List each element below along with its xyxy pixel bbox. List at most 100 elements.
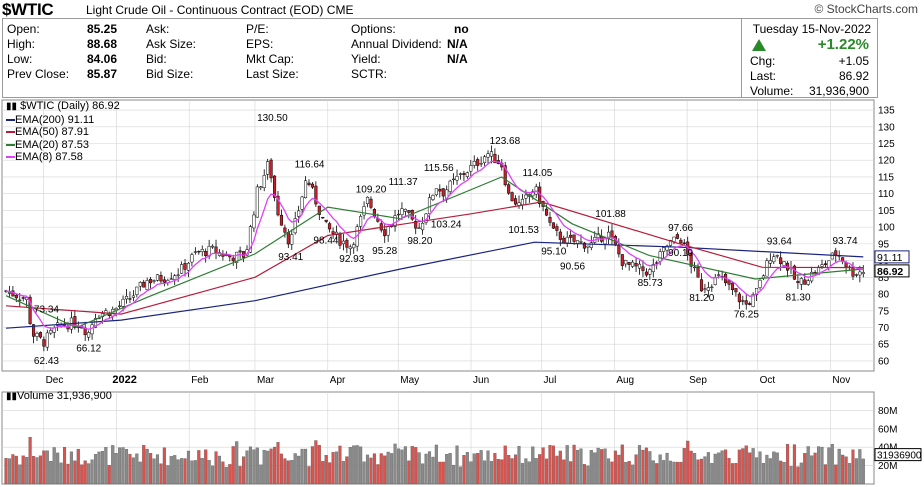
volume-bar xyxy=(748,452,752,485)
volume-bar xyxy=(4,458,8,485)
volume-bar xyxy=(493,453,497,485)
volume-bar xyxy=(603,448,607,485)
candle-body xyxy=(338,233,342,246)
volume-bar xyxy=(238,466,242,485)
volume-bar xyxy=(472,453,476,485)
volume-bar xyxy=(73,460,77,485)
candle-body xyxy=(372,209,376,217)
volume-bar xyxy=(221,461,225,485)
volume-bar xyxy=(262,449,266,485)
volume-bar xyxy=(118,447,122,485)
volume-bar xyxy=(393,443,397,485)
price-summary-panel: Tuesday 15-Nov-2022 +1.22% Chg: +1.05 La… xyxy=(742,18,878,98)
candle-body xyxy=(706,287,710,291)
candle-body xyxy=(479,163,483,165)
candle-body xyxy=(717,274,721,276)
volume-bar xyxy=(135,453,139,485)
candle-body xyxy=(644,271,648,276)
volume-bar xyxy=(655,463,659,485)
candle-body xyxy=(286,232,290,245)
volume-bar xyxy=(627,461,631,485)
candle-body xyxy=(307,182,311,185)
candle-body xyxy=(851,266,855,277)
volume-bar xyxy=(765,454,769,485)
candle-body xyxy=(748,303,752,305)
stockcharts-logo[interactable]: © StockCharts.com xyxy=(814,2,918,16)
volume-bar xyxy=(228,464,232,485)
candle-body xyxy=(465,172,469,177)
candle-body xyxy=(417,227,421,229)
volume-bar xyxy=(128,453,132,485)
volume-bar xyxy=(686,440,690,485)
x-tick-label: Jul xyxy=(544,375,557,386)
prev-close-value: 85.87 xyxy=(87,67,118,81)
volume-bar xyxy=(255,447,259,485)
volume-bar xyxy=(369,457,373,485)
volume-bar xyxy=(169,456,173,485)
candle-body xyxy=(314,185,318,205)
volume-bar xyxy=(104,447,108,485)
volume-bar xyxy=(682,448,686,485)
volume-bar xyxy=(49,461,53,485)
symbol[interactable]: $WTIC xyxy=(2,0,54,19)
candle-body xyxy=(572,234,576,242)
candle-body xyxy=(782,261,786,266)
candle-body xyxy=(834,250,838,256)
price-annotation: 130.50 xyxy=(257,113,288,124)
volume-bar xyxy=(341,461,345,485)
candle-body xyxy=(589,242,593,248)
legend-ema200: EMA(200) 91.11 xyxy=(6,114,120,127)
price-tick-label: 70 xyxy=(878,323,890,334)
candle-body xyxy=(290,234,294,245)
volume-bar xyxy=(131,457,135,485)
candle-body xyxy=(328,223,332,230)
candle-body xyxy=(45,332,49,348)
volume-bar xyxy=(500,459,504,485)
volume-bar xyxy=(176,459,180,485)
dividend-label: Annual Dividend: xyxy=(351,37,442,51)
x-tick-label: Apr xyxy=(330,375,346,386)
candle-body xyxy=(631,261,635,267)
volume-bar xyxy=(321,461,325,485)
volume-bar xyxy=(159,463,163,485)
volume-bar xyxy=(696,459,700,485)
volume-bar xyxy=(641,449,645,485)
candle-body xyxy=(507,184,511,194)
volume-bar xyxy=(235,441,239,485)
volume-tick-label: 60M xyxy=(878,424,897,435)
candle-body xyxy=(617,244,621,255)
volume-bar xyxy=(434,444,438,485)
candle-body xyxy=(159,275,163,282)
volume-bar xyxy=(520,463,524,485)
candle-body xyxy=(679,239,683,244)
volume-bar xyxy=(376,464,380,485)
options-label: Options: xyxy=(351,22,396,36)
price-annotation: 111.37 xyxy=(389,177,419,188)
volume-bar xyxy=(758,451,762,485)
price-annotation: 114.05 xyxy=(522,168,552,179)
price-tick-label: 130 xyxy=(878,122,895,133)
volume-bar xyxy=(390,453,394,485)
volume-bar xyxy=(703,456,707,485)
sctr-label: SCTR: xyxy=(351,67,387,81)
volume-bar xyxy=(575,449,580,485)
volume-bar xyxy=(166,465,170,485)
volume-bar xyxy=(300,448,304,485)
volume-bar xyxy=(328,462,332,485)
volume-bar xyxy=(59,462,63,485)
candle-body xyxy=(438,188,442,192)
candle-body xyxy=(200,249,204,252)
candle-body xyxy=(276,195,280,216)
volume-last-tag-text: 31936900 xyxy=(877,451,922,462)
candle-body xyxy=(331,231,335,234)
candle-body xyxy=(269,159,273,179)
candle-body xyxy=(520,198,524,205)
volume-bar xyxy=(768,458,772,485)
volume-bar xyxy=(644,447,648,485)
volume-bar xyxy=(741,448,745,485)
candle-body xyxy=(118,305,122,307)
volume-bar xyxy=(83,460,87,485)
volume-bar xyxy=(355,445,359,485)
volume-bar xyxy=(293,453,297,485)
